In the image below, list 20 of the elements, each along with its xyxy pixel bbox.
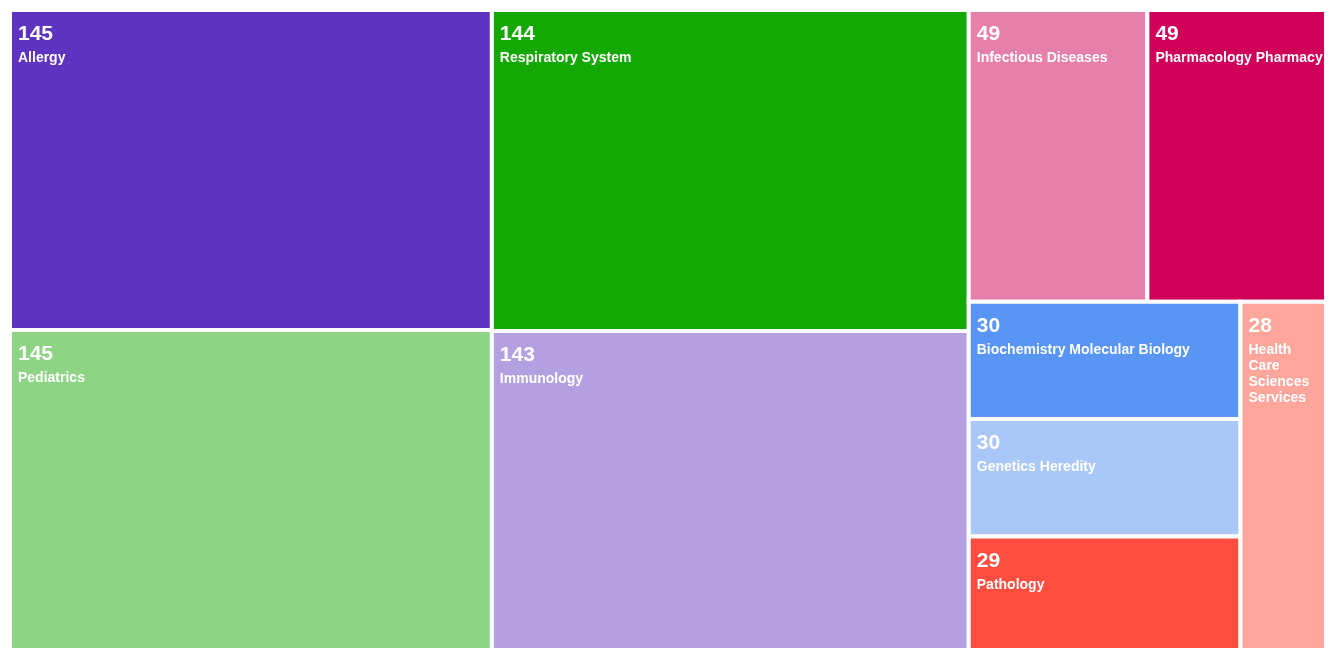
data-label: 28	[1248, 312, 1273, 336]
category-label: Allergy	[18, 49, 66, 65]
data-label: 145	[18, 341, 54, 364]
data-label: 29	[976, 547, 1001, 571]
category-label: Infectious Diseases	[976, 49, 1108, 65]
category-label: Biochemistry Molecular Biology	[976, 340, 1191, 357]
category-label: Immunology	[499, 370, 584, 387]
category-label: Pediatrics	[18, 369, 86, 385]
data-label: 49	[976, 21, 1001, 44]
category-label: Health Care Sciences Services	[1248, 340, 1310, 405]
category-label: Respiratory System	[499, 49, 632, 65]
data-label: 30	[976, 312, 1001, 336]
data-label: 49	[1155, 21, 1179, 44]
data-label: 30	[976, 430, 1001, 454]
data-label: 145	[18, 21, 54, 44]
data-label: 143	[499, 342, 535, 366]
category-label: Genetics Heredity	[976, 458, 1097, 475]
category-label: Pathology	[976, 575, 1045, 592]
data-label: 144	[499, 21, 536, 44]
category-label: Pharmacology Pharmacy	[1155, 49, 1323, 65]
